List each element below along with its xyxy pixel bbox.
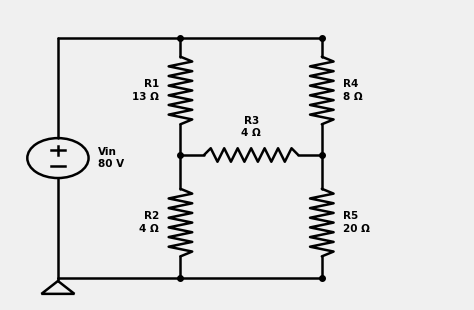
Text: R1
13 Ω: R1 13 Ω (132, 79, 159, 102)
Text: R5
20 Ω: R5 20 Ω (343, 211, 370, 234)
Text: R4
8 Ω: R4 8 Ω (343, 79, 363, 102)
Text: R2
4 Ω: R2 4 Ω (139, 211, 159, 234)
Text: R3
4 Ω: R3 4 Ω (241, 116, 261, 138)
Text: Vin
80 V: Vin 80 V (98, 147, 124, 169)
